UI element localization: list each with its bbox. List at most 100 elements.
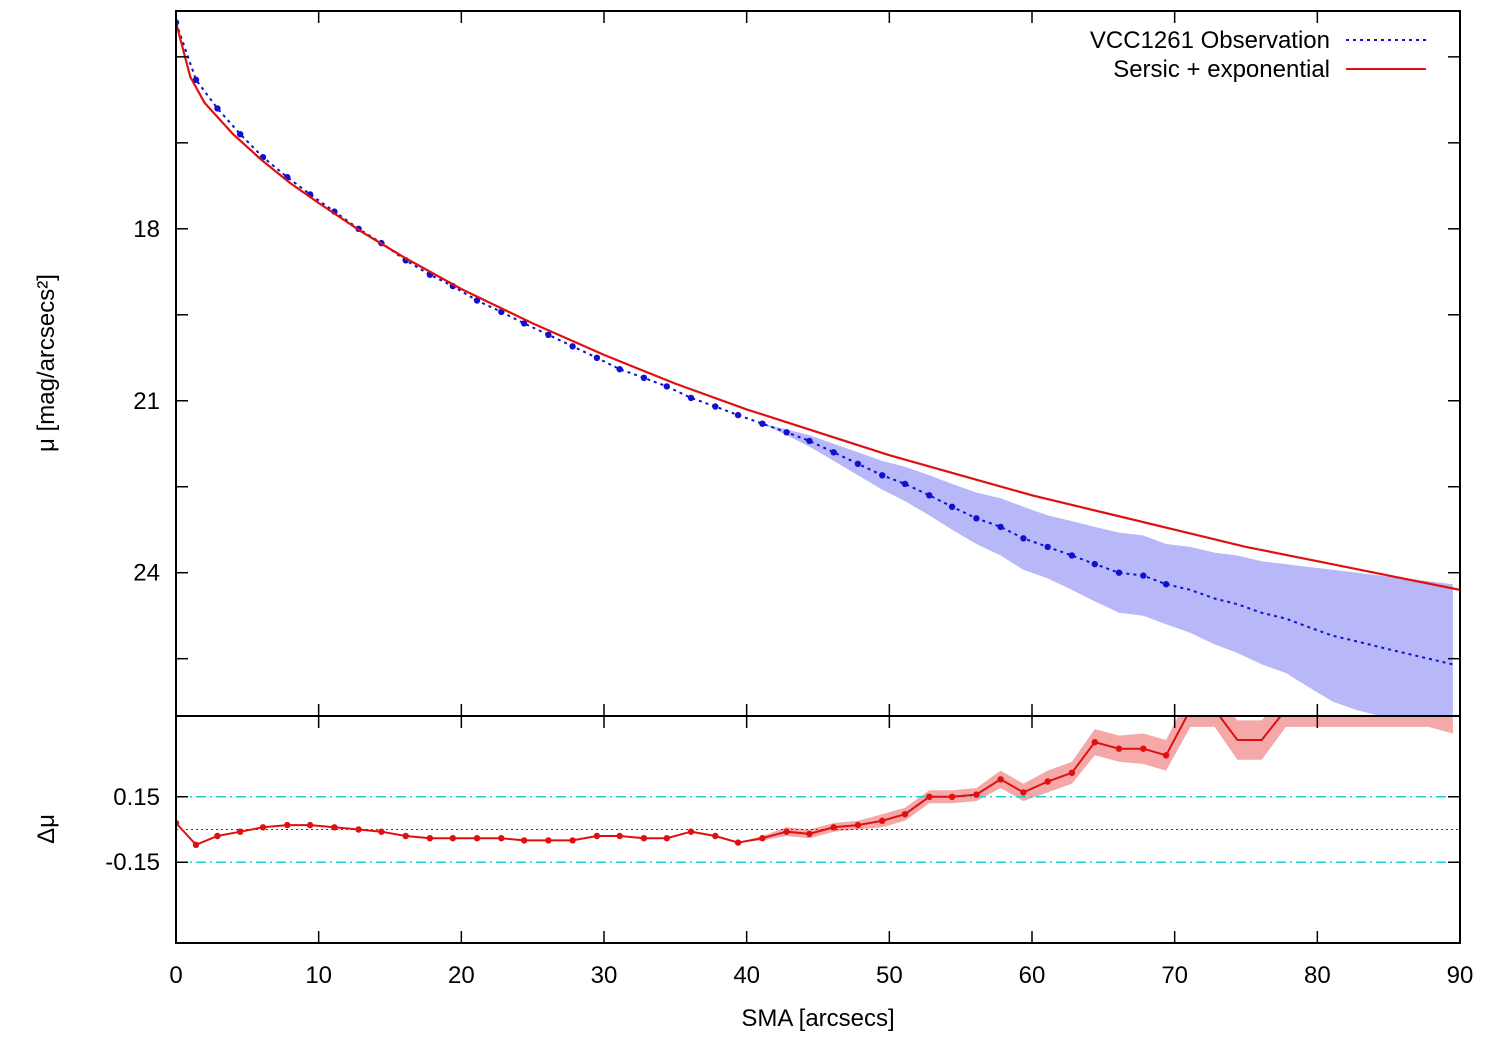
residual-point xyxy=(449,835,456,842)
residual-point xyxy=(616,832,623,840)
residual-point xyxy=(1140,745,1147,752)
x-tick-label: 70 xyxy=(1161,962,1188,989)
observation-point xyxy=(520,320,528,327)
residual-point xyxy=(1068,769,1076,776)
y-tick-label: 21 xyxy=(133,388,160,415)
observation-point xyxy=(712,403,719,410)
observation-point xyxy=(1140,572,1147,579)
y-tick-label: 18 xyxy=(133,216,160,243)
observation-point xyxy=(687,394,695,402)
observation-point xyxy=(1044,543,1051,551)
profile-series-group xyxy=(176,19,1460,666)
residual-point xyxy=(473,835,481,842)
residual-point xyxy=(973,791,980,798)
observation-point xyxy=(593,354,601,361)
observation-point xyxy=(545,331,552,338)
residual-point xyxy=(259,824,267,831)
observation-point xyxy=(1068,552,1076,559)
observation-point xyxy=(1020,535,1027,542)
observation-point xyxy=(926,492,933,499)
residual-point xyxy=(214,832,221,840)
residual-point xyxy=(640,835,648,842)
observation-point xyxy=(1115,569,1123,576)
y-axis-label-profile: μ [mag/arcsecs²] xyxy=(33,274,60,452)
residual-tick-group: 0 10 20 30 40 50 60 70 80 90 0.15 -0.15 xyxy=(105,716,1473,989)
residual-point xyxy=(545,837,552,844)
residual-point xyxy=(426,835,434,842)
observation-point xyxy=(663,383,670,390)
observation-error-band xyxy=(176,22,1453,716)
residual-y-tick-label: 0.15 xyxy=(113,784,160,811)
residual-point xyxy=(759,835,766,842)
residual-point xyxy=(355,826,362,833)
observation-point xyxy=(640,374,648,381)
observation-point xyxy=(569,343,576,350)
observation-point xyxy=(901,480,909,488)
residual-plot-frame xyxy=(175,715,1461,944)
fit-series-line xyxy=(176,22,1460,591)
residual-error-band-area xyxy=(176,716,1453,845)
y-axis-label-residual: Δμ xyxy=(33,814,60,844)
observation-point xyxy=(498,308,505,316)
observation-point xyxy=(237,131,244,138)
observation-point xyxy=(973,515,980,522)
observation-point xyxy=(879,472,886,479)
x-tick-label: 90 xyxy=(1447,962,1474,989)
observation-point xyxy=(759,420,766,427)
residual-point xyxy=(237,828,244,835)
residual-point xyxy=(1091,739,1099,746)
x-tick-label: 60 xyxy=(1019,962,1046,989)
x-axis-label: SMA [arcsecs] xyxy=(741,1005,894,1032)
y-tick-label: 24 xyxy=(133,560,160,587)
x-tick-label: 20 xyxy=(448,962,475,989)
x-tick-label: 40 xyxy=(733,962,760,989)
residual-point xyxy=(284,821,291,829)
residual-y-tick-label: -0.15 xyxy=(105,849,160,876)
observation-point xyxy=(473,297,481,304)
residual-point xyxy=(687,828,695,835)
observation-point xyxy=(830,449,837,456)
residual-point xyxy=(593,832,601,840)
x-tick-label: 80 xyxy=(1304,962,1331,989)
observation-point xyxy=(948,503,956,510)
residual-point xyxy=(520,837,528,844)
residual-point xyxy=(663,835,670,842)
observation-point xyxy=(734,411,742,419)
observation-point xyxy=(1091,560,1099,568)
residual-point xyxy=(830,824,837,831)
residual-point xyxy=(712,832,719,840)
observation-point xyxy=(783,429,790,436)
residual-point xyxy=(879,817,886,824)
residual-error-band xyxy=(176,716,1453,845)
residual-point xyxy=(901,811,909,818)
observation-point xyxy=(806,437,813,445)
observation-point xyxy=(854,460,862,467)
residual-series-group xyxy=(176,716,1453,848)
residual-point xyxy=(783,828,790,835)
observation-point xyxy=(616,366,623,373)
residual-point xyxy=(192,841,200,848)
x-tick-label: 50 xyxy=(876,962,903,989)
residual-panel: 0 10 20 30 40 50 60 70 80 90 0.15 -0.15 xyxy=(105,715,1473,989)
observation-error-band-area xyxy=(176,22,1453,716)
legend-label: VCC1261 Observation xyxy=(1090,27,1330,54)
residual-point xyxy=(378,828,385,835)
residual-point xyxy=(948,793,956,800)
residual-point xyxy=(569,837,576,844)
x-tick-label: 10 xyxy=(305,962,332,989)
residual-point xyxy=(1115,745,1123,752)
residual-point xyxy=(402,832,409,840)
observation-point xyxy=(192,76,200,84)
residual-point xyxy=(734,839,742,846)
residual-point xyxy=(806,830,813,838)
x-tick-label: 0 xyxy=(169,962,182,989)
residual-point xyxy=(1044,778,1051,785)
observation-point xyxy=(1162,581,1170,588)
residual-point xyxy=(306,821,314,829)
x-tick-label: 30 xyxy=(591,962,618,989)
residual-point xyxy=(997,776,1004,783)
residual-point xyxy=(1020,789,1027,796)
legend-label: Sersic + exponential xyxy=(1113,56,1330,83)
